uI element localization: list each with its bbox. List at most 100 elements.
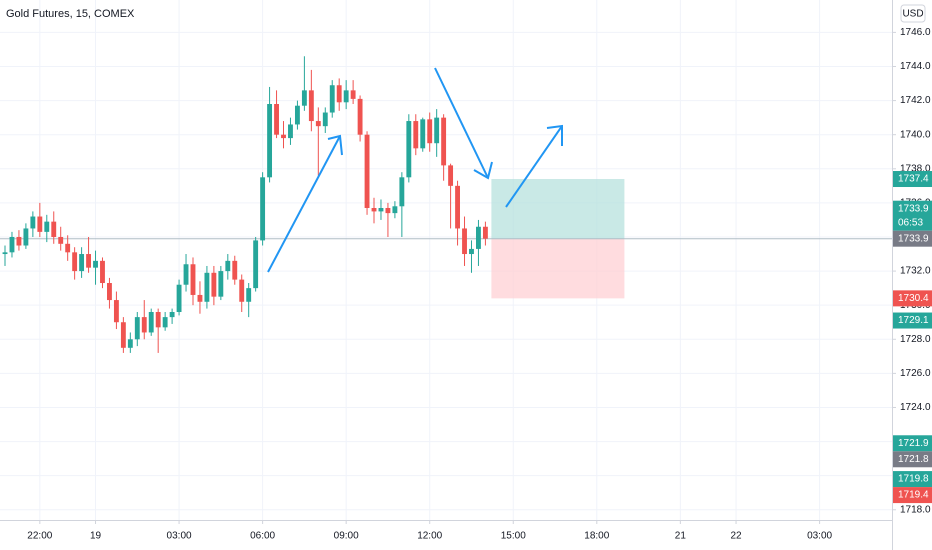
arrow (434, 67, 489, 179)
price-labels: 1737.4 1733.9 06:53 1733.9 1730.4 1729.1 1721.… (893, 171, 932, 504)
candle-body (72, 252, 78, 272)
candle-body (211, 272, 217, 297)
price-label: 1730.4 (898, 293, 929, 304)
candle-body (281, 134, 286, 139)
candle-body (162, 317, 168, 328)
candle-body (120, 322, 126, 348)
candle-body (406, 121, 412, 178)
candle-body (253, 240, 259, 289)
x-tick-label: 15:00 (501, 531, 526, 542)
y-tick-label: 1742.0 (900, 95, 931, 106)
candle-body (392, 206, 398, 214)
price-label-box (893, 290, 932, 307)
candle-body (469, 248, 474, 255)
x-tick-label: 03:00 (807, 531, 832, 542)
candle-body (2, 252, 8, 255)
candle-body (107, 283, 112, 301)
price-label: 1721.9 (898, 438, 929, 449)
candle-body (482, 226, 488, 239)
candle-body (86, 254, 91, 268)
candle-body (288, 124, 293, 139)
candle-body (357, 98, 363, 135)
price-label-box (893, 487, 932, 504)
candle-body (23, 228, 29, 246)
candle-body (343, 90, 349, 103)
x-tick-label: 22 (730, 531, 742, 542)
chart-title: Gold Futures, 15, COMEX (6, 8, 135, 20)
candle-body (246, 288, 252, 302)
currency-button[interactable] (900, 4, 926, 23)
candle-body (399, 177, 405, 207)
price-label-box (893, 471, 932, 488)
x-tick-label: 12:00 (417, 531, 442, 542)
candle-body (455, 185, 460, 229)
candle-body (169, 312, 175, 318)
x-tick-label: 22:00 (27, 531, 52, 542)
y-tick-label: 1738.0 (900, 163, 931, 174)
candle-body (155, 312, 161, 328)
candle-body (197, 294, 203, 302)
candle-body (100, 260, 105, 284)
price-label-box (893, 312, 932, 329)
candle-body (176, 284, 182, 312)
x-tick-label: 03:00 (167, 531, 192, 542)
candle-body (190, 264, 196, 295)
candle-body (267, 104, 273, 178)
candle-body (413, 121, 419, 149)
y-tick-label: 1740.0 (900, 129, 931, 140)
price-label: 1737.4 (898, 174, 929, 185)
price-label: 1733.9 (898, 233, 929, 244)
price-label-box (893, 435, 932, 452)
candle-body (336, 85, 342, 103)
candle-body (260, 177, 266, 241)
candle-body (204, 272, 210, 302)
y-tick-label: 1744.0 (900, 61, 931, 72)
price-label: 1719.8 (898, 474, 929, 485)
candle-body (44, 221, 50, 232)
candle-body (301, 90, 307, 106)
candle-body (308, 90, 314, 122)
grid (0, 0, 892, 520)
candle-body (315, 121, 321, 127)
candle-body (58, 236, 64, 244)
x-tick-label: 21 (675, 531, 687, 542)
candle-body (322, 112, 328, 127)
candle-body (134, 317, 140, 340)
candle-body (371, 208, 377, 212)
target-zone (491, 179, 625, 239)
candle-body (385, 208, 391, 214)
candle-body (93, 260, 98, 268)
candle-body (113, 300, 119, 323)
candle-body (148, 312, 154, 333)
candle-body (30, 216, 36, 229)
price-label: 1721.8 (898, 454, 929, 465)
candle-body (476, 226, 481, 249)
y-tick-label: 1726.0 (900, 368, 931, 379)
axes: 1718.01720.01722.01724.01726.01728.01730… (27, 27, 931, 542)
price-label-box (893, 171, 932, 188)
candle-body (37, 216, 43, 232)
x-tick-label: 09:00 (334, 531, 359, 542)
x-tick-label: 18:00 (584, 531, 609, 542)
price-label: 1729.1 (898, 315, 929, 326)
candle-body (427, 119, 433, 144)
y-tick-label: 1728.0 (900, 334, 931, 345)
candle-body (225, 260, 231, 272)
candle-body (239, 279, 245, 302)
currency[interactable]: USD (902, 9, 923, 20)
candle-body (364, 134, 370, 208)
candle-body (329, 85, 335, 113)
arrow-head (473, 161, 493, 180)
candle-body (16, 236, 22, 246)
price-label-box (893, 200, 932, 231)
candle-body (378, 208, 384, 212)
candle-body (218, 271, 224, 297)
arrow (267, 135, 341, 273)
position-box (0, 179, 892, 299)
y-tick-label: 1724.0 (900, 402, 931, 413)
arrow-head (546, 124, 563, 146)
stop-zone (491, 238, 625, 299)
candle-body (350, 90, 356, 99)
